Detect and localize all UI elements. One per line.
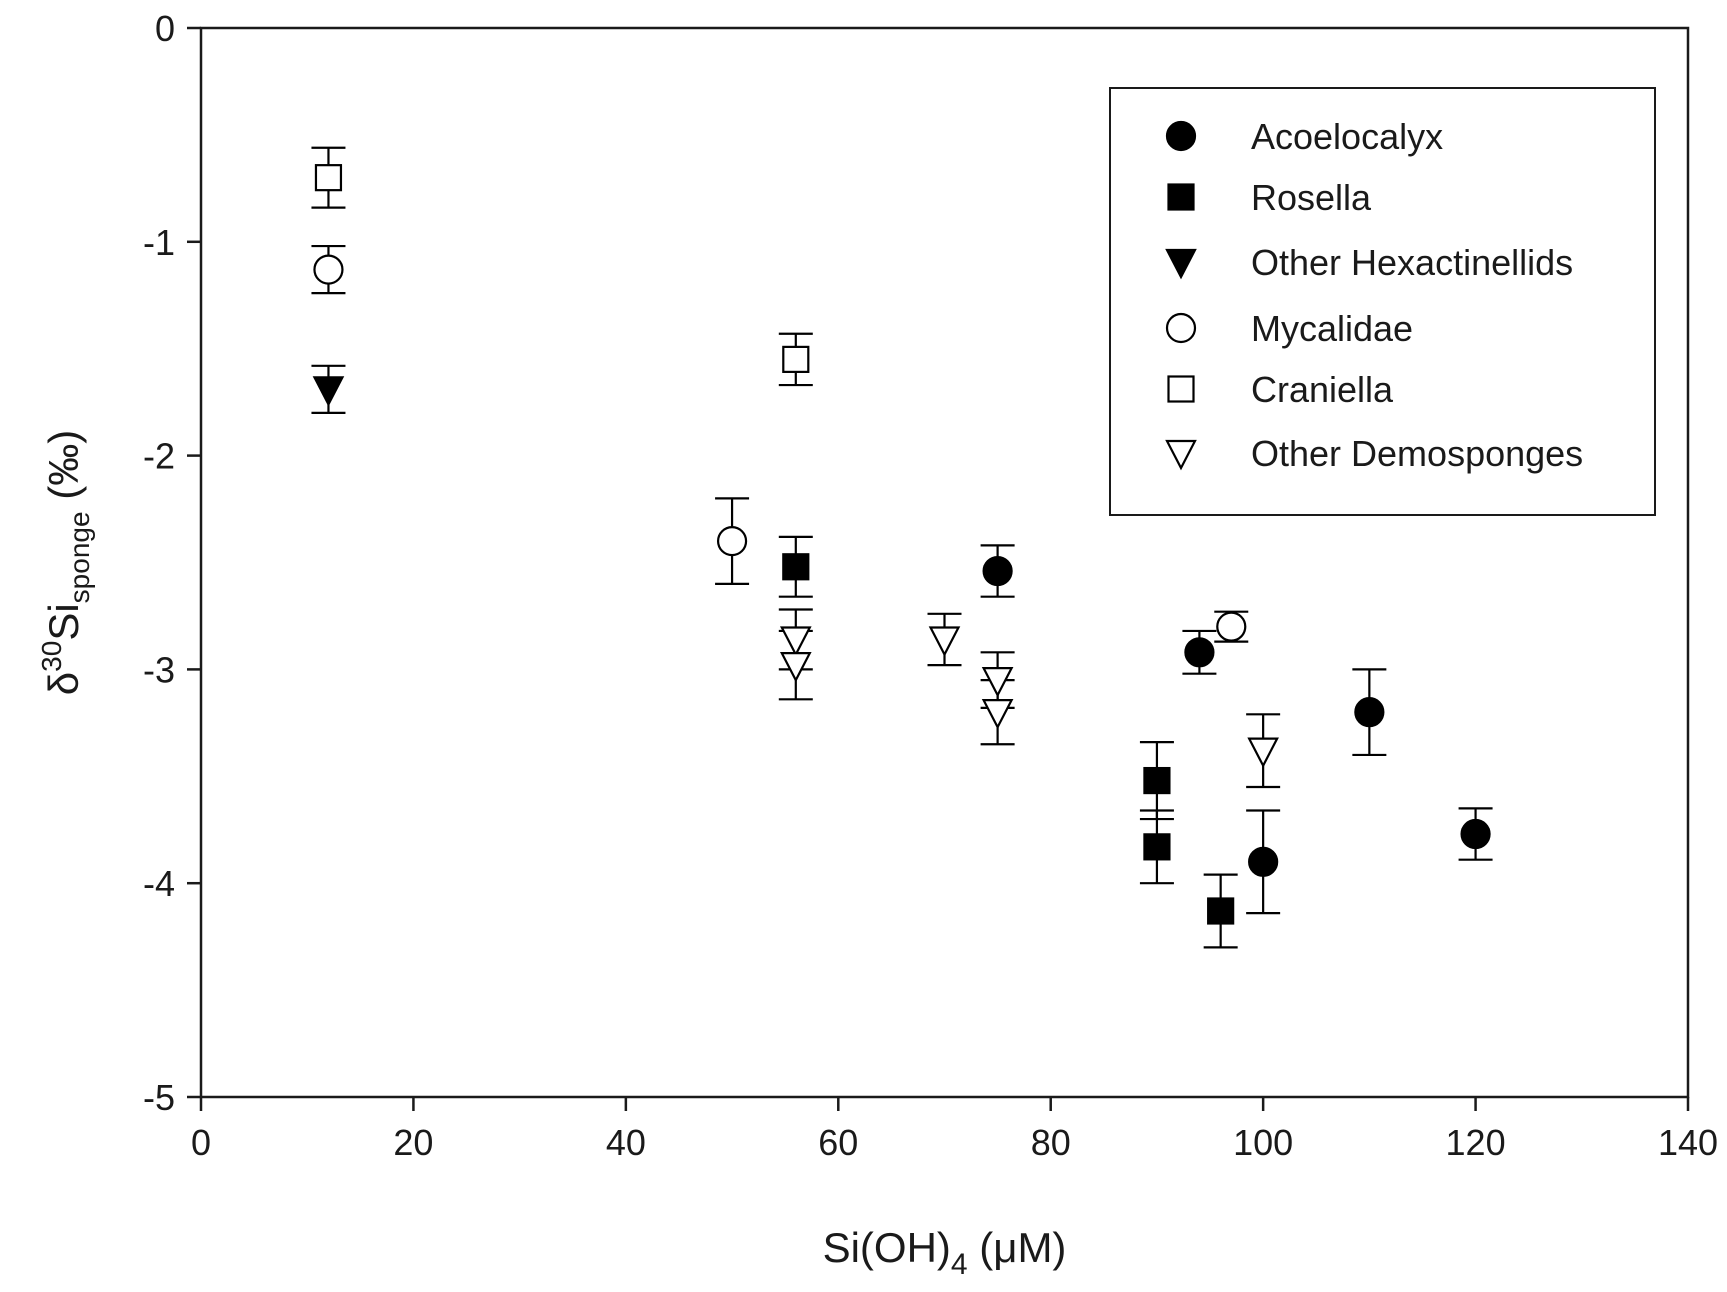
y-axis-label-delta: δ	[40, 672, 87, 695]
data-point	[782, 345, 810, 373]
legend-marker	[1167, 375, 1195, 403]
data-point	[779, 626, 812, 657]
data-point	[314, 164, 343, 192]
legend-marker	[1165, 312, 1197, 344]
x-tick-label: 120	[1446, 1122, 1506, 1163]
y-axis-label-unit: (‰)	[40, 430, 87, 512]
legend-item: Craniella	[1167, 369, 1394, 410]
x-tick-label: 140	[1658, 1122, 1718, 1163]
x-tick-label: 20	[393, 1122, 433, 1163]
y-tick-label: 0	[155, 8, 175, 49]
y-axis: 0 -1 -2 -3 -4 -5	[143, 8, 201, 1118]
series-other-hexactinellids	[311, 364, 346, 414]
data-point	[1460, 818, 1491, 850]
legend-marker	[1167, 183, 1195, 211]
legend-item: Rosella	[1167, 177, 1372, 218]
data-point	[1247, 737, 1279, 769]
data-point	[982, 555, 1013, 587]
legend-marker	[1165, 120, 1197, 152]
data-point	[1184, 637, 1215, 668]
data-point	[1207, 897, 1235, 925]
x-axis: 0 20 40 60 80 100 120 140	[191, 1097, 1718, 1163]
y-axis-label-main: Si	[40, 603, 87, 640]
legend-item: Acoelocalyx	[1165, 116, 1443, 157]
series-rosella	[778, 535, 1238, 949]
data-point	[981, 699, 1014, 730]
x-tick-label: 100	[1233, 1122, 1293, 1163]
series-acoelocalyx	[980, 544, 1493, 915]
legend: Acoelocalyx Rosella Other Hexactinellids My…	[1109, 87, 1656, 516]
legend-label: Acoelocalyx	[1251, 116, 1443, 157]
y-axis-label-group: δ30Sisponge (‰)	[36, 430, 95, 695]
data-point	[782, 553, 810, 581]
legend-label: Craniella	[1251, 369, 1394, 410]
data-point	[1248, 846, 1279, 877]
y-tick-label: -5	[143, 1077, 175, 1118]
legend-item: Other Hexactinellids	[1165, 242, 1573, 283]
y-tick-label: -4	[143, 863, 175, 904]
x-tick-label: 80	[1031, 1122, 1071, 1163]
x-axis-label: Si(OH)4 (μM)	[823, 1224, 1067, 1281]
data-point	[779, 652, 812, 683]
legend-marker	[1165, 248, 1197, 280]
data-series	[311, 146, 1493, 949]
legend-item: Other Demosponges	[1165, 433, 1583, 474]
data-point	[1216, 611, 1247, 642]
y-tick-label: -2	[143, 436, 175, 477]
data-point	[981, 666, 1014, 698]
data-point	[1354, 697, 1385, 728]
data-point	[312, 376, 345, 407]
x-axis-label-unit: (μM)	[968, 1224, 1067, 1271]
legend-label: Other Hexactinellids	[1251, 242, 1573, 283]
x-axis-label-main: Si(OH)	[823, 1224, 951, 1271]
data-point	[1143, 766, 1171, 795]
series-mycalidae	[311, 244, 1249, 643]
y-axis-label-subscript: sponge	[64, 511, 95, 603]
series-craniella	[311, 146, 813, 387]
series-other-demosponges	[778, 608, 1281, 789]
y-axis-label-superscript: 30	[36, 641, 67, 672]
y-tick-label: -3	[143, 649, 175, 690]
data-point	[1143, 833, 1171, 861]
legend-marker	[1165, 439, 1197, 471]
x-tick-label: 60	[818, 1122, 858, 1163]
data-point	[313, 254, 344, 285]
y-tick-label: -1	[143, 222, 175, 263]
x-axis-label-subscript: 4	[951, 1248, 968, 1281]
data-point	[928, 626, 961, 657]
x-tick-label: 40	[606, 1122, 646, 1163]
x-tick-label: 0	[191, 1122, 211, 1163]
legend-box	[1109, 87, 1656, 516]
data-point	[716, 526, 748, 557]
plot-frame	[199, 26, 1690, 1099]
legend-label: Mycalidae	[1251, 308, 1413, 349]
y-axis-label: δ30Sisponge (‰)	[36, 430, 95, 695]
legend-label: Other Demosponges	[1251, 433, 1583, 474]
legend-label: Rosella	[1251, 177, 1372, 218]
legend-item: Mycalidae	[1165, 308, 1413, 349]
